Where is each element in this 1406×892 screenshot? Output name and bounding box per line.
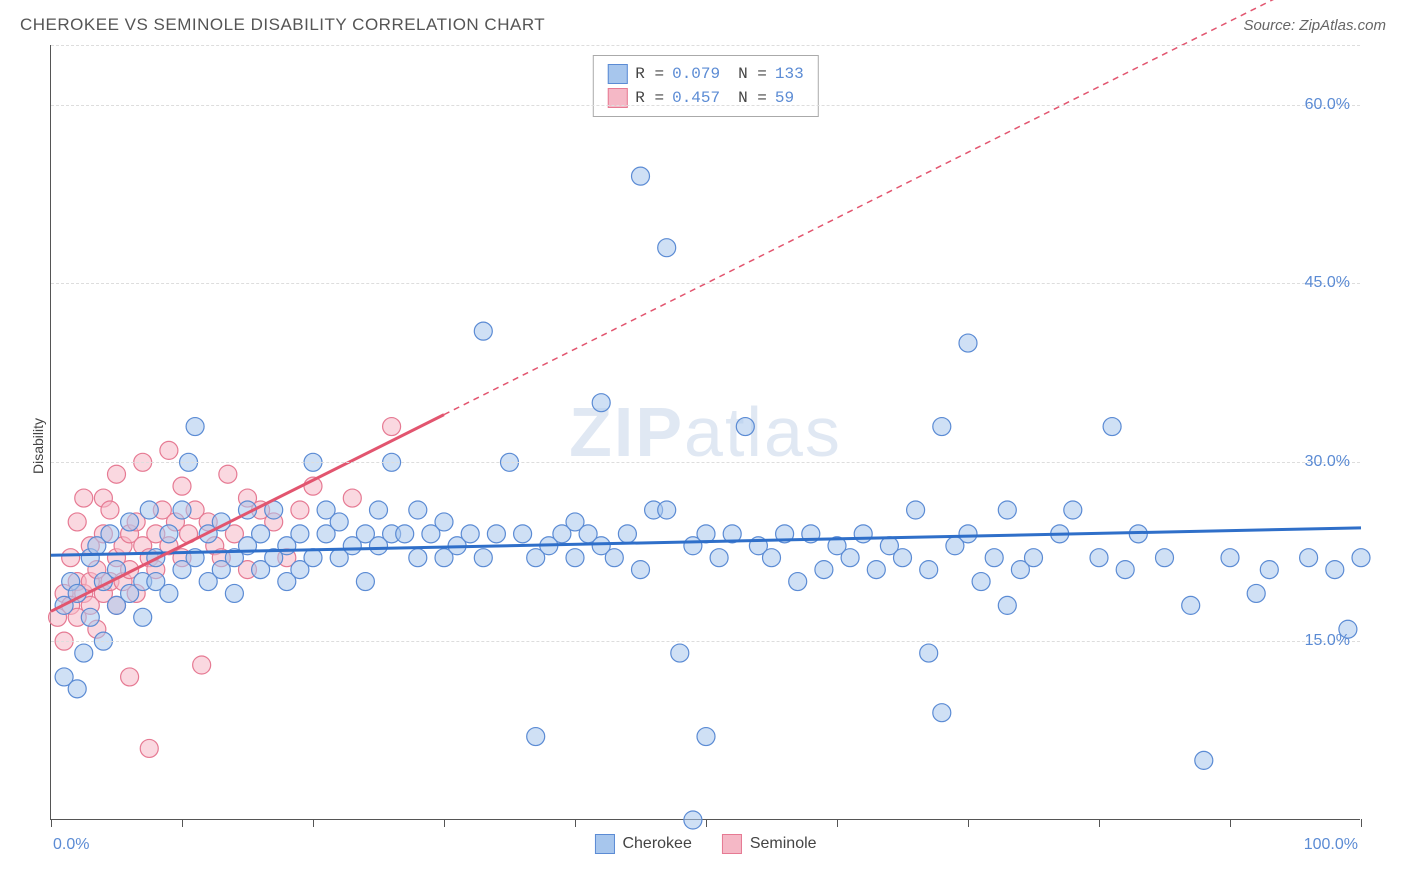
legend-swatch	[607, 64, 627, 84]
y-tick-label: 30.0%	[1305, 453, 1350, 471]
n-value: 133	[775, 62, 804, 86]
x-tick	[444, 819, 445, 827]
legend-swatch	[594, 834, 614, 854]
series-legend-item: Seminole	[722, 834, 817, 854]
source-label: Source: ZipAtlas.com	[1243, 17, 1386, 34]
gridline	[51, 283, 1360, 284]
y-tick-label: 60.0%	[1305, 96, 1350, 114]
series-legend-item: Cherokee	[594, 834, 691, 854]
series-label: Seminole	[750, 835, 817, 853]
y-tick-label: 15.0%	[1305, 632, 1350, 650]
stats-legend-row: R = 0.457 N = 59	[607, 86, 803, 110]
chart-title: CHEROKEE VS SEMINOLE DISABILITY CORRELAT…	[20, 15, 545, 35]
x-tick-label-min: 0.0%	[53, 836, 89, 854]
n-value: 59	[775, 86, 794, 110]
gridline	[51, 462, 1360, 463]
x-tick	[313, 819, 314, 827]
gridline	[51, 105, 1360, 106]
plot-area: ZIPatlas R =0.079N =133R =0.457N = 59 Ch…	[50, 45, 1360, 820]
x-tick	[1230, 819, 1231, 827]
plot-svg	[51, 45, 1360, 819]
legend-swatch	[722, 834, 742, 854]
r-label: R =	[635, 86, 664, 110]
x-tick	[706, 819, 707, 827]
x-tick	[575, 819, 576, 827]
y-tick-label: 45.0%	[1305, 274, 1350, 292]
r-value: 0.457	[672, 86, 720, 110]
x-tick	[51, 819, 52, 827]
stats-legend: R = 0.079 N = 133 R = 0.457 N = 59	[592, 55, 818, 117]
stats-legend-row: R = 0.079 N = 133	[607, 62, 803, 86]
x-tick-label-max: 100.0%	[1304, 836, 1358, 854]
x-tick	[837, 819, 838, 827]
x-tick	[182, 819, 183, 827]
x-tick	[1361, 819, 1362, 827]
x-tick	[968, 819, 969, 827]
gridline	[51, 45, 1360, 46]
series-legend: Cherokee Seminole	[594, 834, 816, 854]
r-value: 0.079	[672, 62, 720, 86]
r-label: R =	[635, 62, 664, 86]
x-tick	[1099, 819, 1100, 827]
gridline	[51, 641, 1360, 642]
series-label: Cherokee	[622, 835, 691, 853]
n-label: N =	[738, 86, 767, 110]
y-axis-label: Disability	[30, 418, 46, 474]
n-label: N =	[738, 62, 767, 86]
